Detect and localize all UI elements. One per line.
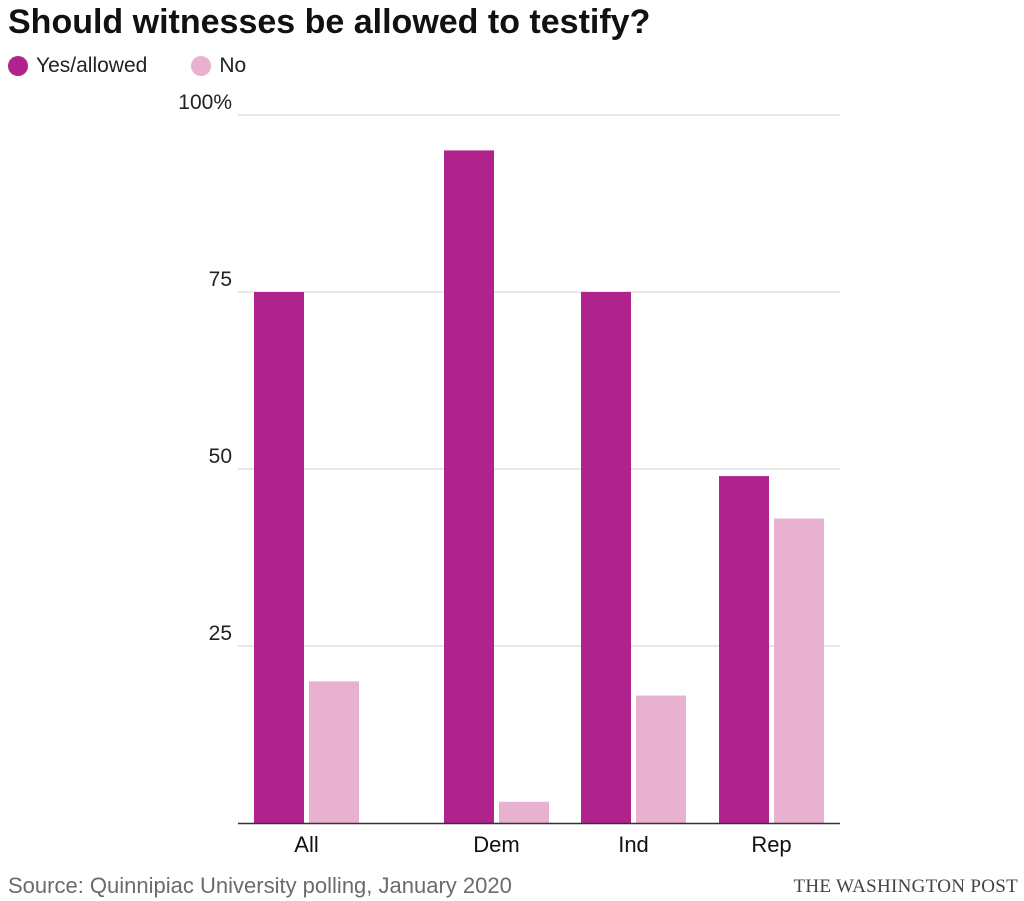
chart-title: Should witnesses be allowed to testify?	[8, 3, 651, 41]
bar-ind-yes	[581, 292, 631, 823]
bar-all-no	[309, 681, 359, 823]
legend-label-yes: Yes/allowed	[36, 54, 148, 77]
y-tick-label-50: 50	[209, 445, 232, 468]
legend: Yes/allowed No	[8, 53, 290, 79]
bar-rep-yes	[719, 476, 769, 823]
y-tick-label-75: 75	[209, 268, 232, 291]
y-tick-label-100: 100%	[178, 91, 232, 114]
bar-dem-no	[499, 801, 549, 823]
x-tick-label-all: All	[294, 832, 318, 857]
legend-swatch-no	[191, 56, 212, 76]
legend-item-yes: Yes/allowed	[8, 53, 147, 79]
legend-item-no: No	[191, 53, 246, 79]
source-note: Source: Quinnipiac University polling, J…	[8, 873, 512, 898]
x-tick-label-dem: Dem	[473, 832, 519, 857]
y-tick-label-25: 25	[209, 622, 232, 645]
bar-dem-yes	[444, 150, 494, 823]
bar-rep-no	[774, 518, 824, 823]
publisher-credit: THE WASHINGTON POST	[793, 876, 1018, 897]
bar-all-yes	[254, 292, 304, 823]
x-tick-label-ind: Ind	[618, 832, 649, 857]
legend-label-no: No	[219, 54, 247, 77]
legend-swatch-yes	[8, 56, 28, 76]
x-tick-label-rep: Rep	[751, 832, 791, 857]
bar-ind-no	[636, 695, 686, 823]
